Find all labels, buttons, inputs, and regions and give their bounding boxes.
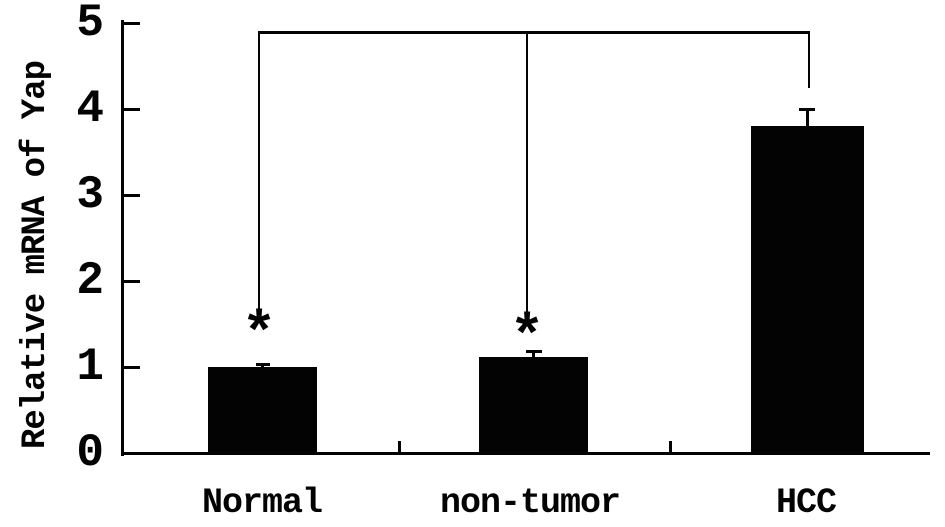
x-tick xyxy=(398,441,401,453)
error-bar-cap xyxy=(525,349,542,353)
category-label-hcc: HCC xyxy=(775,483,837,523)
significance-star-non-tumor: * xyxy=(509,307,545,372)
error-bar-stem xyxy=(261,363,264,370)
y-tick xyxy=(124,366,140,369)
bracket-drop-right xyxy=(808,31,810,88)
y-tick-label: 4 xyxy=(76,83,104,135)
significance-star-normal: * xyxy=(241,304,277,369)
bracket-drop-middle xyxy=(526,31,528,317)
bracket-top-line xyxy=(258,30,810,34)
error-bar-cap xyxy=(799,108,815,111)
error-bar-cap xyxy=(255,362,270,366)
error-bar-stem xyxy=(532,350,535,360)
y-tick-label: 2 xyxy=(76,255,104,307)
bar-non-tumor xyxy=(479,356,588,454)
y-axis-line xyxy=(121,20,124,456)
bar-hcc xyxy=(750,126,864,454)
y-tick xyxy=(124,22,140,25)
x-tick xyxy=(669,441,672,453)
y-tick xyxy=(124,194,140,197)
bar-normal xyxy=(208,367,317,454)
y-tick-label: 1 xyxy=(76,341,104,393)
y-tick xyxy=(124,108,140,111)
y-tick-label: 0 xyxy=(76,427,104,479)
bracket-drop-left xyxy=(258,31,260,311)
y-tick-label: 3 xyxy=(76,169,104,221)
error-bar-stem xyxy=(805,109,809,130)
category-label-non-tumor: non-tumor xyxy=(439,483,621,523)
y-tick-label: 5 xyxy=(76,0,104,49)
category-label-normal: Normal xyxy=(201,483,323,523)
y-tick xyxy=(124,280,140,283)
